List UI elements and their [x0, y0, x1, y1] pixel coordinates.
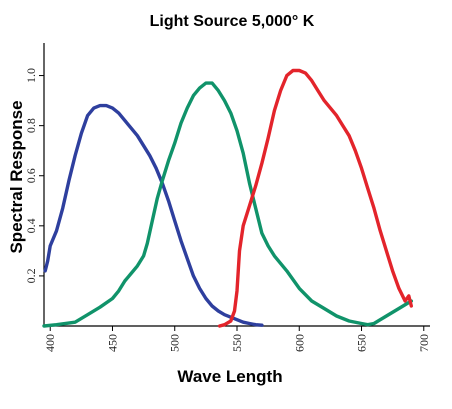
series-line-1 [43, 103, 264, 327]
x-tick-label: 400 [43, 334, 57, 352]
y-axis-ticks: 0.2 0.4 0.6 0.8 1.0 [24, 68, 44, 283]
x-axis-ticks: 400 450 500 550 600 650 700 [43, 326, 431, 352]
y-tick-label: 0.6 [24, 168, 38, 183]
chart-title: Light Source 5,000° K [150, 13, 315, 30]
x-axis-label: Wave Length [177, 367, 282, 386]
x-tick-label: 650 [355, 334, 369, 352]
series-group [42, 68, 413, 328]
y-tick-label: 0.4 [24, 218, 38, 233]
x-tick-label: 450 [105, 334, 119, 352]
y-axis-label: Spectral Response [7, 100, 26, 253]
y-tick-label: 0.2 [24, 268, 38, 283]
series-line-3 [217, 68, 413, 328]
x-tick-label: 550 [230, 334, 244, 352]
x-tick-label: 700 [417, 334, 431, 352]
y-tick-label: 0.8 [24, 118, 38, 133]
x-tick-label: 500 [168, 334, 182, 352]
series-line-2 [42, 81, 413, 328]
x-tick-label: 600 [292, 334, 306, 352]
y-tick-label: 1.0 [24, 68, 38, 83]
